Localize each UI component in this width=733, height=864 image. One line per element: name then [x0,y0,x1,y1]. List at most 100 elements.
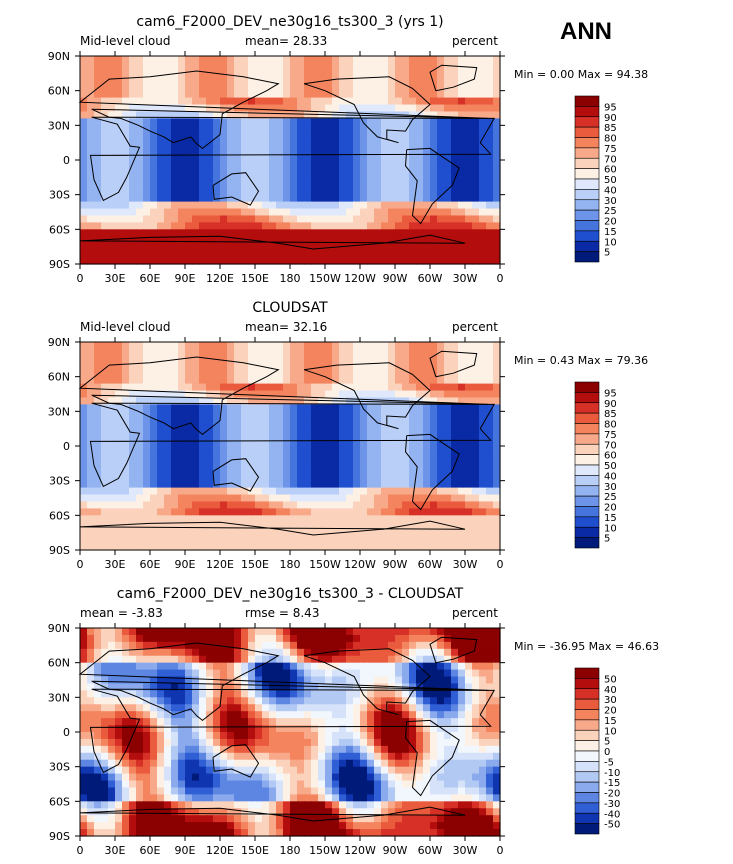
coastline [303,362,431,430]
field-cell [339,411,347,419]
field-cell [178,759,186,768]
field-cell [493,62,501,71]
field-cell [346,473,354,482]
field-cell [87,522,95,530]
field-cell [178,173,186,182]
field-cell [304,480,312,489]
field-cell [276,236,284,244]
field-cell [192,738,200,747]
field-cell [185,201,193,210]
field-cell [143,139,151,147]
field-cell [101,439,109,447]
field-cell [388,76,396,85]
field-cell [479,348,487,357]
field-cell [437,452,445,461]
field-cell [388,173,396,182]
x-tick-label: 150W [309,272,341,285]
field-cell [262,522,270,530]
field-cell [360,208,368,217]
field-cell [374,634,382,643]
field-cell [290,383,298,392]
field-cell [234,180,242,189]
field-cell [255,369,263,378]
field-cell [395,676,403,685]
field-cell [374,404,382,412]
field-cell [437,180,445,189]
field-cell [290,536,298,544]
field-cell [430,752,438,761]
field-cell [129,529,137,537]
field-cell [122,718,130,726]
field-cell [108,250,116,258]
field-cell [290,522,298,530]
field-cell [171,697,179,705]
field-cell [367,390,375,399]
field-cell [157,628,165,636]
field-cell [381,738,389,747]
field-cell [437,634,445,643]
field-cell [339,745,347,754]
field-cell [472,676,480,685]
field-cell [423,383,431,392]
field-cell [262,738,270,747]
field-cell [129,418,137,426]
field-cell [458,111,466,119]
field-cell [157,90,165,99]
field-cell [458,543,466,551]
field-cell [276,418,284,426]
field-cell [276,229,284,237]
field-cell [185,466,193,475]
field-cell [213,655,221,664]
field-cell [220,628,228,636]
field-cell [164,97,172,106]
field-cell [374,745,382,754]
field-cell [227,215,235,223]
field-cell [297,250,305,258]
field-cell [227,522,235,530]
field-cell [409,487,417,496]
field-cell [388,180,396,189]
field-cell [185,180,193,189]
field-cell [290,480,298,489]
field-cell [143,56,151,64]
field-cell [143,173,151,182]
field-cell [388,146,396,154]
field-cell [472,348,480,357]
colorbar-box [574,251,600,263]
field-cell [115,697,123,705]
field-cell [486,466,494,475]
field-cell [360,376,368,385]
field-cell [115,342,123,350]
field-cell [136,76,144,85]
field-cell [129,690,137,698]
field-cell [80,229,88,237]
field-cell [94,111,102,119]
field-cell [402,342,410,350]
field-cell [101,641,109,650]
field-cell [332,480,340,489]
field-cell [332,732,340,740]
field-cell [262,201,270,210]
field-cell [101,342,109,350]
field-cell [360,132,368,140]
field-cell [409,125,417,133]
field-cell [276,759,284,768]
field-cell [101,669,109,678]
field-cell [444,641,452,650]
field-cell [430,146,438,154]
field-cell [311,759,319,768]
field-cell [255,229,263,237]
field-cell [451,76,459,85]
field-cell [129,62,137,71]
field-cell [297,90,305,99]
field-cell [171,404,179,412]
field-cell [220,83,228,92]
field-cell [94,628,102,636]
field-cell [122,725,130,733]
field-cell [87,257,95,265]
field-cell [304,201,312,210]
field-cell [318,704,326,712]
field-cell [143,125,151,133]
field-cell [234,711,242,719]
field-cell [486,56,494,64]
